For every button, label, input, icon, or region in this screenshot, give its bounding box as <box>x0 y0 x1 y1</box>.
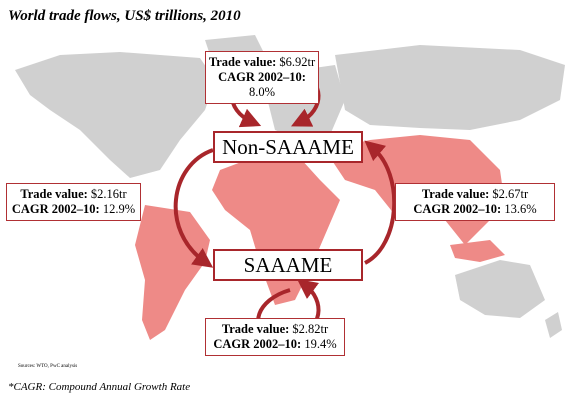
node: SAAAME <box>213 249 363 281</box>
label: CAGR 2002–10: <box>413 202 502 216</box>
value: $2.82tr <box>292 322 329 336</box>
label: Trade value: <box>20 187 88 201</box>
label: CAGR 2002–10: <box>11 202 100 216</box>
value: 8.0% <box>248 85 276 99</box>
value: $2.67tr <box>492 187 529 201</box>
node: Non-SAAAME <box>213 131 363 163</box>
label: Trade value: <box>208 55 277 69</box>
value: 13.6% <box>504 202 537 216</box>
label: Trade value: <box>221 322 290 336</box>
label: CAGR 2002–10: <box>218 70 306 84</box>
non-saaame-land <box>15 35 565 338</box>
footnote: *CAGR: Compound Annual Growth Rate <box>8 381 191 393</box>
label: CAGR 2002–10: <box>213 337 302 351</box>
value: 19.4% <box>304 337 337 351</box>
flow-box: Trade value: $6.92tr CAGR 2002–10: 8.0% <box>205 51 319 104</box>
value: 12.9% <box>102 202 136 216</box>
flow-box: Trade value: $2.16tr CAGR 2002–10: 12.9% <box>6 183 141 221</box>
flow-box: Trade value: $2.82tr CAGR 2002–10: 19.4% <box>205 318 345 356</box>
source: Sources: WTO, PwC analysis <box>18 364 78 369</box>
flow-box: Trade value: $2.67tr CAGR 2002–10: 13.6% <box>395 183 555 221</box>
label: Trade value: <box>421 187 490 201</box>
value: $2.16tr <box>90 187 127 201</box>
title: World trade flows, US$ trillions, 2010 <box>8 8 241 24</box>
value: $6.92tr <box>279 55 316 69</box>
